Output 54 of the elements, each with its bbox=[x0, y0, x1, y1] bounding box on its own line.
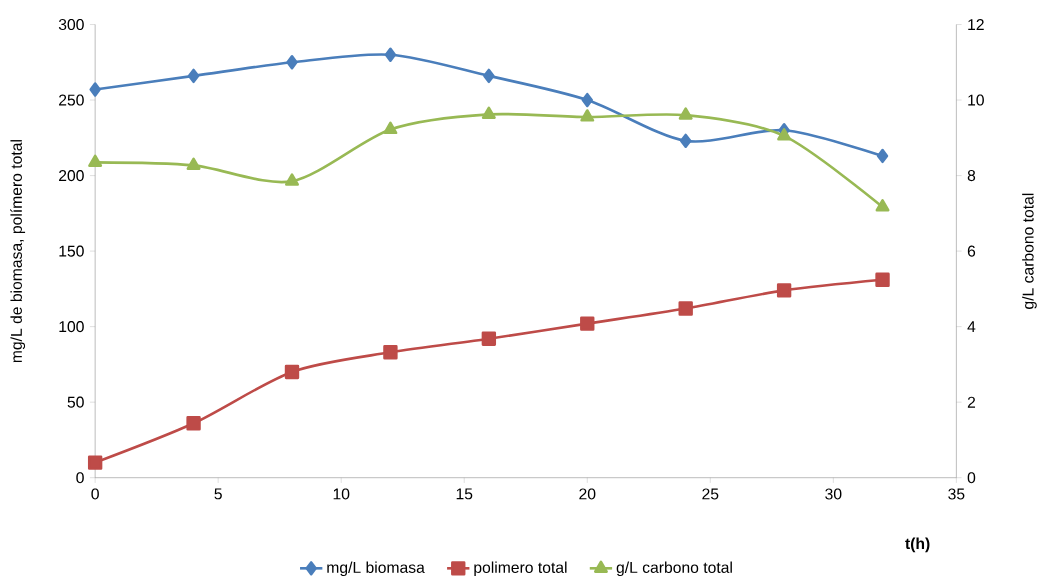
point bbox=[383, 344, 398, 360]
point bbox=[186, 157, 201, 170]
y-axis-title: mg/L de biomasa, polímero total bbox=[10, 139, 26, 362]
point bbox=[384, 47, 397, 62]
point bbox=[678, 107, 693, 120]
y-tick-label: 100 bbox=[59, 320, 84, 332]
point bbox=[87, 455, 103, 470]
point bbox=[286, 54, 298, 70]
y-tick-label: 50 bbox=[67, 396, 84, 408]
point bbox=[580, 316, 595, 331]
x-tick-label: 20 bbox=[579, 488, 596, 500]
legend-label: polimero total bbox=[474, 561, 567, 576]
y2-tick-label: 10 bbox=[968, 94, 984, 106]
point bbox=[481, 106, 496, 119]
point bbox=[88, 154, 103, 167]
y-tick-label: 300 bbox=[58, 18, 84, 30]
point bbox=[875, 198, 890, 212]
point bbox=[89, 82, 101, 97]
y2-tick-label: 0 bbox=[967, 471, 976, 484]
x-tick-label: 30 bbox=[825, 488, 842, 500]
x-tick-label: 35 bbox=[948, 488, 965, 500]
x-tick-label: 25 bbox=[702, 488, 719, 500]
legend-label: g/L carbono total bbox=[616, 561, 732, 576]
point bbox=[383, 121, 398, 134]
y-tick-label: 200 bbox=[59, 169, 84, 181]
legend-label: mg/L biomasa bbox=[327, 561, 425, 576]
point bbox=[187, 68, 200, 83]
y-tick-label: 250 bbox=[59, 94, 84, 106]
point bbox=[678, 301, 693, 316]
y2-axis-title: g/L carbono total bbox=[1022, 193, 1037, 309]
point bbox=[679, 133, 692, 148]
x-tick-label: 10 bbox=[333, 488, 350, 500]
x-tick-label: 15 bbox=[456, 488, 473, 500]
point bbox=[285, 173, 299, 186]
y2-tick-label: 6 bbox=[967, 245, 976, 257]
point bbox=[481, 331, 497, 346]
y2-tick-label: 2 bbox=[967, 396, 976, 408]
point bbox=[284, 364, 300, 379]
point bbox=[483, 68, 495, 83]
point bbox=[580, 108, 595, 122]
point bbox=[876, 148, 889, 163]
x-tick-label: 5 bbox=[214, 488, 222, 500]
point bbox=[581, 92, 593, 108]
point bbox=[777, 127, 792, 141]
y-tick-label: 150 bbox=[59, 245, 84, 257]
point bbox=[186, 415, 201, 431]
point bbox=[776, 282, 792, 298]
x-axis-title: t(h) bbox=[905, 537, 930, 552]
x-tick-label: 0 bbox=[91, 488, 99, 500]
y2-tick-label: 4 bbox=[967, 321, 976, 332]
y2-tick-label: 12 bbox=[968, 18, 984, 30]
y2-tick-label: 8 bbox=[967, 169, 976, 181]
point bbox=[875, 272, 890, 287]
y-tick-label: 0 bbox=[76, 471, 84, 484]
